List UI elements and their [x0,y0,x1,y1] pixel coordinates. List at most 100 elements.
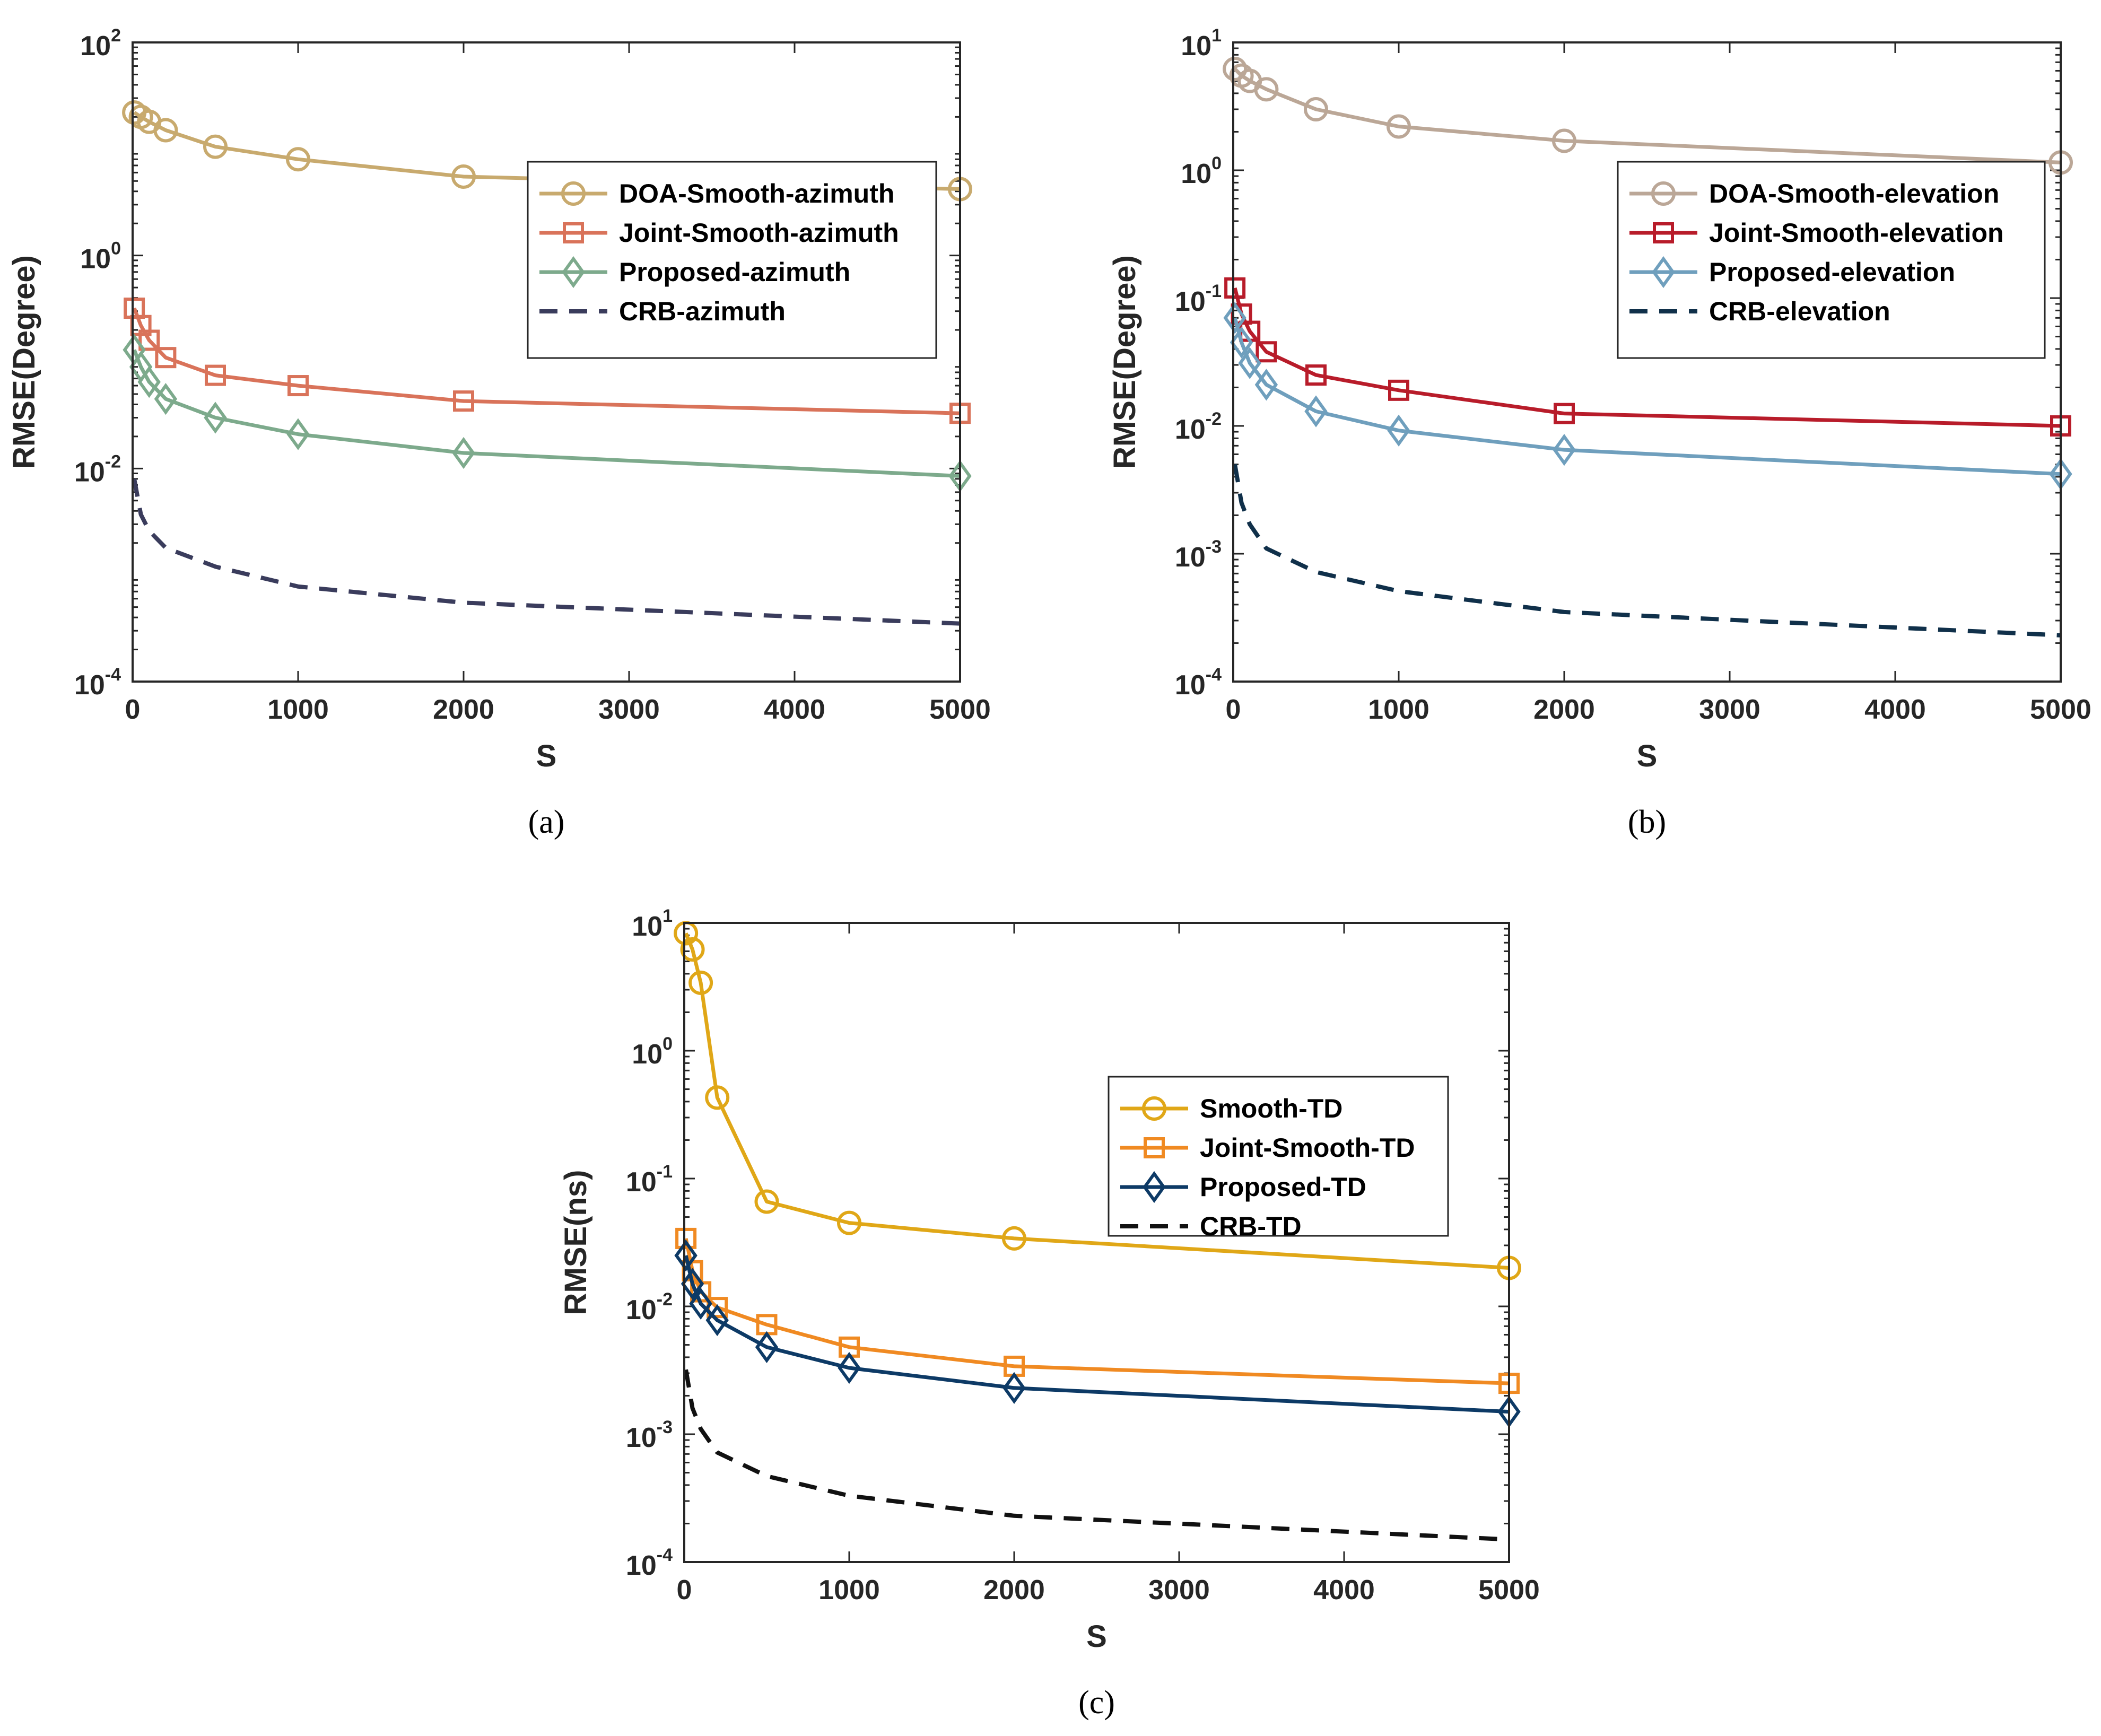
y-tick-label: 10-3 [1175,537,1222,573]
data-point-Proposed-azimuth [452,437,475,469]
data-point-DOA-Smooth-elevation [1254,77,1279,102]
data-point-Joint-Smooth-elevation [1554,403,1575,424]
x-tick-label: 2000 [433,694,494,725]
legend: DOA-Smooth-azimuth Joint-Smooth-azimuth Pr… [527,161,937,359]
series-line-CRB-elevation [1233,464,2061,638]
legend-marker-Smooth-TD [1142,1096,1166,1121]
x-tick-label: 5000 [929,694,991,725]
y-tick-label: 10-3 [626,1417,673,1453]
series-Proposed-elevation [1223,302,2072,490]
data-point-Proposed-TD [674,1239,698,1272]
chart-panel-b: 10-4 10-3 10-2 10-1 100 101 0 1000 2000 3000 4000 5… [1108,25,2091,840]
legend-label: DOA-Smooth-elevation [1709,179,1999,208]
axes-box [132,41,961,683]
data-point-Proposed-TD [1002,1372,1026,1404]
legend-marker-Proposed-azimuth [562,256,585,289]
x-axis-label: S [1637,739,1658,773]
data-point-Proposed-azimuth [154,383,178,415]
data-point-Smooth-TD [688,970,713,995]
x-tick-label: 4000 [1864,694,1926,725]
y-tick-label: 102 [80,25,121,62]
x-tick-label: 1000 [818,1575,880,1606]
figure-caption: (b) [1628,804,1666,840]
x-axis-label: S [536,739,557,773]
y-tick-label: 101 [1181,25,1222,62]
x-tick-label: 1000 [1368,694,1429,725]
legend-label: Smooth-TD [1200,1094,1342,1123]
legend-label: Joint-Smooth-azimuth [619,218,899,248]
legend-label: CRB-TD [1200,1211,1302,1241]
data-point-Smooth-TD [680,937,705,962]
series-Proposed-azimuth [123,334,972,492]
legend-marker-DOA-Smooth-elevation [1651,181,1676,206]
series-DOA-Smooth-azimuth [122,100,972,202]
chart-panel-c: 10-4 10-3 10-2 10-1 100 101 0 1000 2000 3000 4000 5… [559,906,1540,1721]
data-point-Proposed-elevation [1553,433,1576,466]
legend-label: Proposed-TD [1200,1172,1366,1202]
legend-label: Proposed-elevation [1709,257,1955,287]
legend: DOA-Smooth-elevation Joint-Smooth-elevati… [1617,161,2046,359]
x-axis-label: S [1086,1619,1107,1654]
chart-panel-a: 10-4 10-2 100 102 0 1000 2000 3000 4000 5000 S RMSE… [7,25,991,840]
legend-marker-Joint-Smooth-TD [1144,1137,1165,1158]
data-point-DOA-Smooth-elevation [1552,128,1576,153]
series-Smooth-TD [674,921,1521,1280]
y-axis-label: RMSE(ns) [559,1170,593,1315]
data-point-Smooth-TD [837,1210,861,1235]
data-point-Joint-Smooth-azimuth [205,364,226,386]
data-point-Proposed-elevation [1230,326,1253,359]
series-CRB-azimuth [132,478,961,626]
data-point-Proposed-TD [681,1268,704,1300]
series-line-CRB-azimuth [132,478,961,626]
legend-marker-Proposed-elevation [1652,256,1675,289]
y-tick-label: 10-2 [626,1289,673,1325]
series-line-Smooth-TD [684,932,1510,1270]
x-tick-label: 4000 [764,694,825,725]
data-point-DOA-Smooth-elevation [1304,97,1328,122]
y-tick-label: 100 [1181,153,1222,189]
data-point-Joint-Smooth-elevation [1224,277,1246,299]
legend-label: Joint-Smooth-elevation [1709,218,2004,248]
legend-label: DOA-Smooth-azimuth [619,179,894,208]
x-tick-label: 0 [1226,694,1241,725]
figure-caption: (c) [1078,1685,1115,1721]
legend-label: Proposed-azimuth [619,257,850,287]
y-tick-label: 100 [80,239,121,275]
x-tick-label: 2000 [983,1575,1045,1606]
legend-marker-Proposed-TD [1143,1171,1166,1203]
data-point-DOA-Smooth-elevation [1387,114,1411,139]
legend-label: Joint-Smooth-TD [1200,1133,1415,1163]
y-tick-label: 10-4 [74,665,121,701]
data-point-Proposed-elevation [1254,369,1278,401]
y-tick-label: 10-4 [626,1545,673,1581]
data-point-Joint-Smooth-TD [675,1227,697,1249]
y-axis-label: RMSE(Degree) [7,255,41,469]
y-axis-label: RMSE(Degree) [1108,255,1142,469]
data-point-Joint-Smooth-azimuth [453,390,474,412]
legend-marker-DOA-Smooth-azimuth [561,181,586,206]
x-tick-label: 4000 [1313,1575,1375,1606]
data-point-Proposed-TD [705,1304,729,1337]
data-point-Joint-Smooth-elevation [1388,379,1409,401]
series-CRB-elevation [1233,464,2061,638]
data-point-DOA-Smooth-azimuth [203,134,228,159]
data-point-Proposed-azimuth [137,365,161,398]
y-tick-label: 10-1 [626,1162,673,1198]
series-line-Joint-Smooth-azimuth [132,307,961,415]
x-tick-label: 0 [125,694,141,725]
x-tick-label: 5000 [2030,694,2091,725]
series-line-CRB-TD [684,1369,1510,1542]
legend-marker-Joint-Smooth-azimuth [563,222,584,243]
data-point-Smooth-TD [754,1189,779,1214]
figure-caption: (a) [528,804,565,840]
x-tick-label: 5000 [1478,1575,1540,1606]
data-point-Joint-Smooth-azimuth [155,347,177,369]
plot-area [133,42,960,682]
data-point-Proposed-TD [755,1331,779,1363]
data-point-DOA-Smooth-azimuth [286,147,310,172]
legend-label: CRB-elevation [1709,296,1890,326]
series-line-Proposed-elevation [1233,317,2061,476]
x-tick-label: 3000 [1699,694,1760,725]
y-tick-label: 10-2 [1175,409,1222,445]
data-point-DOA-Smooth-azimuth [451,164,476,189]
